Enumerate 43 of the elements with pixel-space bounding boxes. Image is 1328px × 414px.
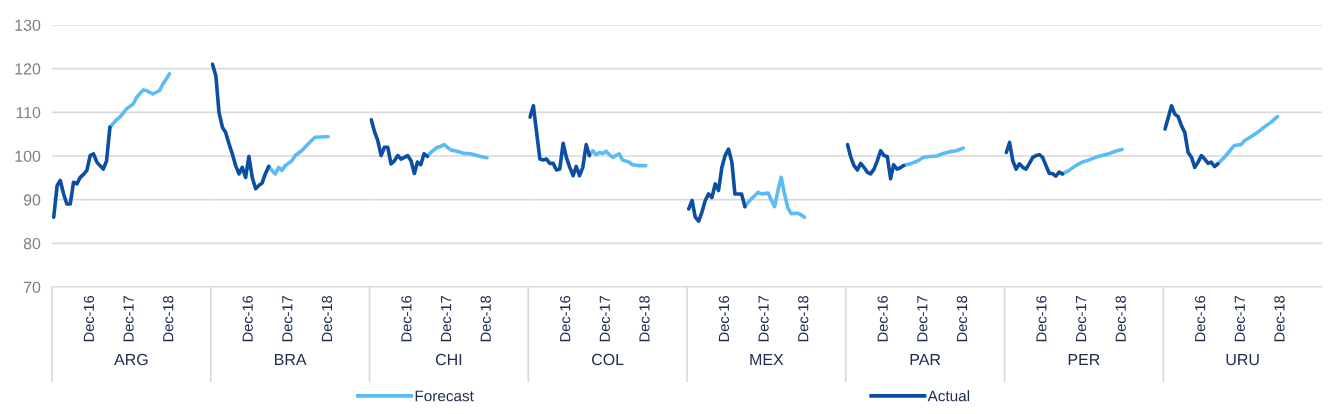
- x-axis-title: BRA: [275, 354, 307, 366]
- x-axis-title: PAR: [910, 354, 941, 366]
- x-tick-label: Dec-18: [1274, 295, 1285, 342]
- x-axis-title: CHI: [435, 353, 462, 366]
- line-series: [108, 72, 172, 129]
- x-tick-label: Dec-16: [1036, 295, 1047, 342]
- legend-label: Actual: [927, 390, 970, 402]
- y-tick-label: 80: [23, 237, 41, 250]
- x-tick-label: Dec-18: [1115, 295, 1126, 342]
- y-tick-label: 70: [23, 281, 41, 293]
- x-axis-title: PER: [1068, 354, 1100, 366]
- x-tick-label: Dec-18: [639, 295, 650, 342]
- x-tick-label: Dec-16: [559, 295, 571, 342]
- x-tick-label: Dec-16: [877, 295, 888, 342]
- x-axis-title: MEX: [750, 354, 784, 366]
- y-tick-label: 110: [16, 106, 41, 119]
- x-tick-label: Dec-17: [599, 296, 610, 342]
- x-tick-label: Dec-17: [441, 296, 452, 342]
- x-tick-label: Dec-18: [321, 295, 333, 342]
- y-tick-label: 120: [15, 63, 41, 75]
- x-tick-label: Dec-18: [798, 295, 809, 342]
- x-tick-label: Dec-16: [718, 295, 730, 342]
- x-tick-label: Dec-17: [917, 296, 928, 342]
- x-axis-title: URU: [1226, 354, 1259, 366]
- x-tick-label: Dec-17: [1234, 296, 1245, 342]
- x-axis-title: COL: [592, 353, 624, 366]
- legend-label: Forecast: [415, 390, 474, 402]
- x-tick-label: Dec-18: [163, 295, 174, 342]
- x-tick-label: Dec-17: [758, 296, 769, 342]
- x-tick-label: Dec-16: [401, 295, 412, 342]
- x-tick-label: Dec-18: [956, 295, 968, 342]
- x-axis-title: ARG: [114, 353, 148, 366]
- x-tick-label: Dec-17: [1076, 296, 1087, 342]
- y-tick-label: 130: [15, 19, 41, 31]
- x-tick-label: Dec-16: [1194, 295, 1206, 342]
- x-tick-label: Dec-16: [242, 295, 253, 342]
- y-tick-label: 100: [15, 150, 41, 162]
- y-tick-label: 90: [23, 194, 41, 206]
- x-tick-label: Dec-18: [480, 295, 491, 342]
- x-tick-label: Dec-16: [83, 295, 95, 342]
- line-series: [52, 125, 112, 219]
- x-tick-label: Dec-17: [282, 296, 293, 342]
- x-tick-label: Dec-17: [123, 296, 134, 342]
